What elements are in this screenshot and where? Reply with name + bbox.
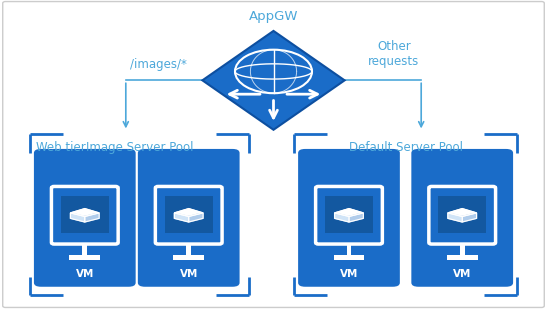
FancyBboxPatch shape — [316, 186, 382, 244]
FancyBboxPatch shape — [61, 196, 109, 233]
Text: VM: VM — [75, 269, 94, 279]
Bar — [347, 243, 351, 256]
Text: Web tier: Web tier — [36, 141, 85, 154]
Text: VM: VM — [340, 269, 358, 279]
Polygon shape — [174, 209, 203, 217]
Text: /images/*: /images/* — [130, 58, 187, 71]
Polygon shape — [349, 213, 363, 222]
Bar — [83, 243, 87, 256]
FancyBboxPatch shape — [411, 149, 513, 287]
FancyBboxPatch shape — [429, 186, 496, 244]
Polygon shape — [189, 213, 203, 222]
Bar — [447, 256, 478, 260]
FancyBboxPatch shape — [438, 196, 486, 233]
FancyBboxPatch shape — [3, 2, 544, 307]
Bar — [460, 243, 464, 256]
Text: AppGW: AppGW — [249, 10, 298, 23]
Text: Image Server Pool: Image Server Pool — [86, 141, 193, 154]
Bar — [334, 256, 364, 260]
Text: Default Server Pool: Default Server Pool — [348, 141, 463, 154]
Bar — [69, 256, 100, 260]
FancyBboxPatch shape — [155, 186, 222, 244]
Text: Other
requests: Other requests — [368, 40, 420, 68]
Polygon shape — [462, 213, 476, 222]
Bar — [173, 256, 204, 260]
Polygon shape — [335, 209, 363, 217]
FancyBboxPatch shape — [51, 186, 118, 244]
FancyBboxPatch shape — [298, 149, 400, 287]
Polygon shape — [202, 31, 345, 130]
Polygon shape — [71, 209, 99, 217]
Polygon shape — [71, 213, 85, 222]
Text: VM: VM — [179, 269, 198, 279]
FancyBboxPatch shape — [325, 196, 373, 233]
Bar — [187, 243, 191, 256]
Text: VM: VM — [453, 269, 472, 279]
Polygon shape — [335, 213, 349, 222]
Polygon shape — [448, 213, 462, 222]
Polygon shape — [85, 213, 99, 222]
Polygon shape — [174, 213, 189, 222]
FancyBboxPatch shape — [138, 149, 240, 287]
FancyBboxPatch shape — [165, 196, 213, 233]
FancyBboxPatch shape — [34, 149, 136, 287]
Polygon shape — [448, 209, 476, 217]
